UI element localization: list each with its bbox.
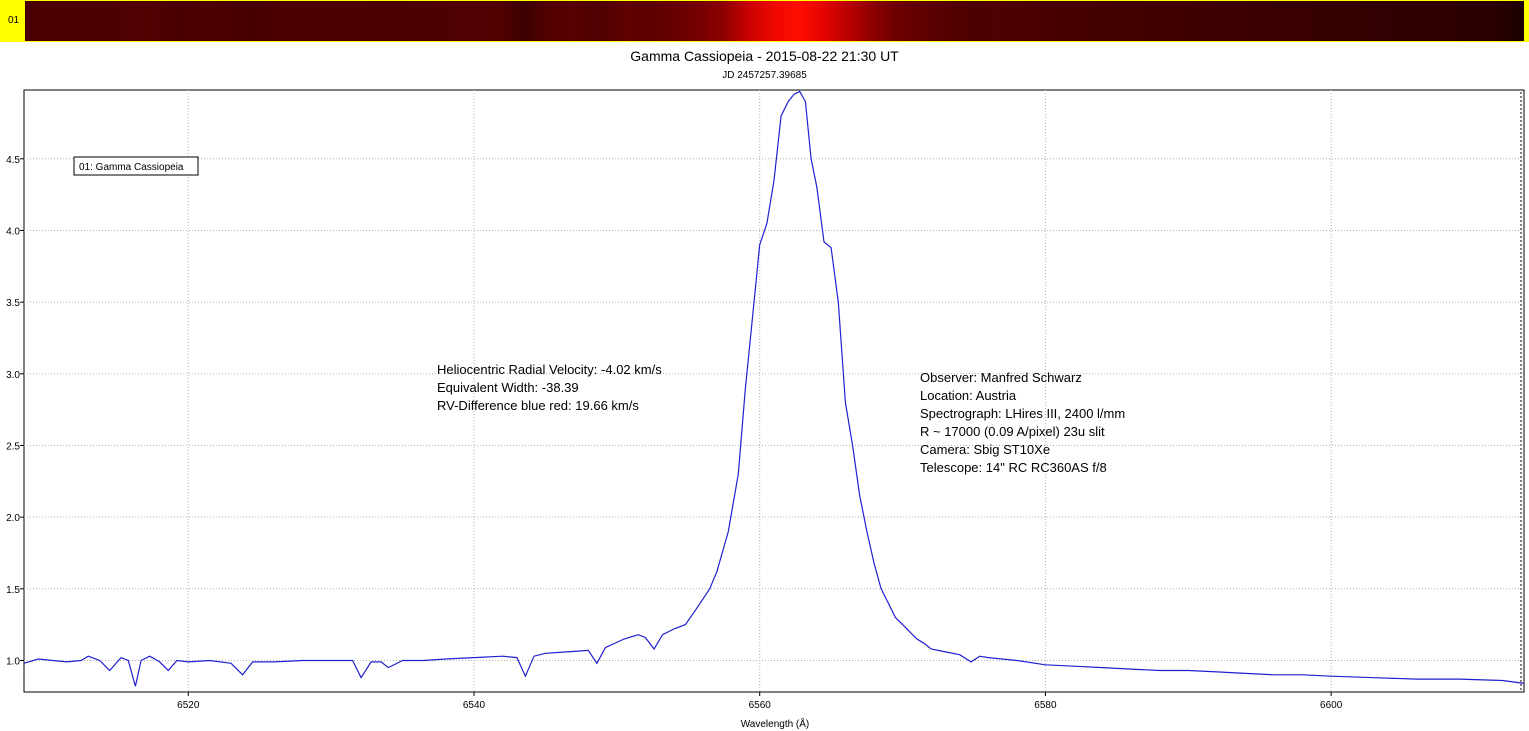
- annotation-line: Observer: Manfred Schwarz: [920, 370, 1082, 385]
- y-tick-label: 4.0: [6, 226, 20, 237]
- y-tick-label: 1.5: [6, 585, 20, 596]
- x-axis-label: Wavelength (Å): [741, 717, 810, 730]
- annotation-line: Telescope: 14" RC RC360AS f/8: [920, 460, 1107, 475]
- spectrum-image: [25, 1, 1524, 41]
- legend: 01: Gamma Cassiopeia: [73, 156, 199, 176]
- plot-area: [23, 89, 1525, 693]
- chart-title: Gamma Cassiopeia - 2015-08-22 21:30 UT: [630, 48, 899, 64]
- y-tick-label: 2.5: [6, 441, 20, 452]
- legend-box: [73, 156, 199, 176]
- y-tick-label: 4.5: [6, 155, 20, 166]
- grid: [24, 90, 1524, 692]
- x-tick-label: 6560: [749, 700, 772, 711]
- y-tick-label: 1.0: [6, 656, 20, 667]
- y-tick-label: 3.5: [6, 298, 20, 309]
- annotation-line: Heliocentric Radial Velocity: -4.02 km/s: [437, 362, 662, 377]
- annotation-line: Equivalent Width: -38.39: [437, 380, 579, 395]
- strip-label: 01: [0, 0, 24, 42]
- annotation-right: Observer: Manfred Schwarz Location: Aust…: [920, 370, 1125, 475]
- x-tick-label: 6540: [463, 700, 486, 711]
- annotation-left: Heliocentric Radial Velocity: -4.02 km/s…: [437, 362, 662, 413]
- chart-subtitle: JD 2457257.39685: [722, 70, 807, 81]
- x-tick-label: 6600: [1320, 700, 1343, 711]
- x-axis: 6520 6540 6560 6580 6600: [177, 692, 1343, 711]
- legend-entry: 01: Gamma Cassiopeia: [79, 162, 184, 173]
- x-tick-label: 6580: [1034, 700, 1057, 711]
- annotation-line: R ~ 17000 (0.09 A/pixel) 23u slit: [920, 424, 1105, 439]
- x-tick-label: 6520: [177, 700, 200, 711]
- annotation-line: Camera: Sbig ST10Xe: [920, 442, 1050, 457]
- annotation-line: Location: Austria: [920, 388, 1017, 403]
- y-tick-label: 3.0: [6, 370, 20, 381]
- annotation-line: RV-Difference blue red: 19.66 km/s: [437, 398, 639, 413]
- annotation-line: Spectrograph: LHires III, 2400 l/mm: [920, 406, 1125, 421]
- spectrum-strip: 01: [0, 0, 1529, 42]
- y-axis: 1.0 1.5 2.0 2.5 3.0 3.5 4.0 4.5: [6, 155, 24, 667]
- series-line: [23, 90, 1525, 687]
- y-tick-label: 2.0: [6, 513, 20, 524]
